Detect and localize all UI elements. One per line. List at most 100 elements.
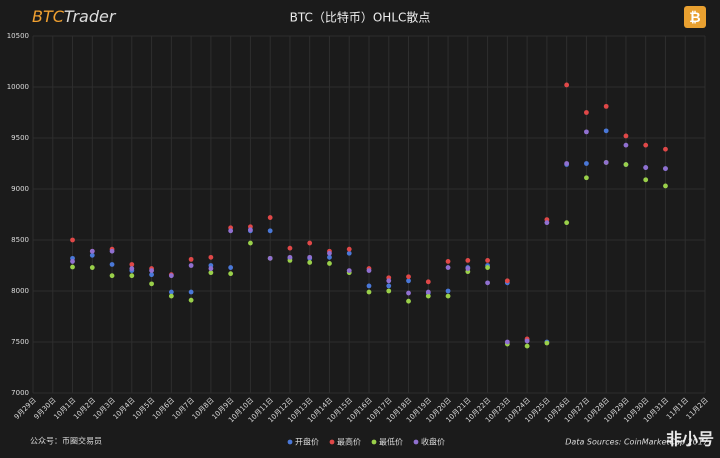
point (168, 293, 174, 299)
point (584, 110, 589, 115)
point (188, 289, 194, 295)
point (287, 245, 293, 251)
point (366, 289, 372, 295)
point (564, 82, 570, 88)
point (70, 264, 75, 270)
point (267, 215, 273, 220)
point (584, 161, 589, 166)
point (603, 103, 609, 109)
point (346, 268, 352, 273)
point (149, 281, 154, 287)
point (425, 293, 431, 299)
point (208, 254, 214, 260)
point (485, 258, 490, 263)
point (425, 279, 431, 285)
bitcoin-icon (684, 6, 706, 28)
point (485, 280, 490, 286)
point (366, 268, 372, 273)
y-tick-label: 8000 (11, 287, 29, 295)
point (623, 133, 629, 139)
point (248, 227, 253, 233)
point (584, 175, 589, 181)
point (109, 248, 115, 254)
point (168, 273, 174, 279)
point (386, 278, 392, 284)
point (327, 261, 332, 266)
footer-left: 公众号：币圈交易员 (30, 436, 102, 446)
point (267, 255, 273, 261)
point (643, 165, 649, 170)
point (564, 220, 570, 226)
point (663, 146, 668, 152)
point (188, 256, 194, 262)
point (485, 265, 490, 270)
point (425, 289, 431, 295)
point (70, 237, 75, 243)
point (504, 339, 510, 345)
point (287, 254, 293, 260)
point (327, 254, 332, 260)
point (445, 259, 451, 264)
point (327, 250, 332, 256)
brand: BTCTrader (32, 7, 117, 26)
point (623, 162, 629, 167)
point (228, 265, 234, 270)
point (307, 240, 313, 246)
legend-swatch (329, 439, 335, 445)
y-tick-label: 10000 (7, 83, 29, 91)
point (129, 266, 135, 271)
point (445, 265, 451, 270)
point (406, 274, 411, 280)
point (208, 270, 214, 276)
legend-swatch (287, 439, 293, 445)
point (643, 142, 649, 148)
y-tick-label: 7500 (11, 338, 29, 346)
point (346, 250, 352, 256)
brand-part2: Trader (64, 7, 117, 26)
point (248, 240, 253, 246)
point (584, 129, 589, 135)
y-tick-label: 8500 (11, 236, 29, 244)
point (208, 266, 214, 271)
point (445, 293, 451, 299)
point (465, 266, 471, 271)
y-tick-label: 9500 (11, 134, 29, 142)
point (149, 272, 154, 278)
point (465, 258, 471, 263)
point (109, 273, 115, 279)
point (307, 260, 313, 265)
y-tick-label: 9000 (11, 185, 29, 193)
legend-label: 收盘价 (421, 437, 445, 447)
legend-label: 最高价 (337, 437, 361, 447)
point (524, 343, 530, 349)
legend-label: 开盘价 (295, 437, 319, 447)
point (406, 290, 411, 296)
point (109, 262, 115, 267)
point (663, 183, 668, 189)
point (544, 220, 550, 226)
point (366, 283, 372, 289)
point (406, 278, 411, 284)
point (149, 268, 154, 273)
brand-part1: BTC (32, 7, 65, 26)
point (623, 142, 629, 148)
point (70, 259, 75, 264)
point (267, 228, 273, 234)
chart-title: BTC（比特币）OHLC散点 (290, 10, 431, 25)
point (564, 161, 570, 166)
point (386, 288, 392, 294)
point (663, 166, 668, 172)
point (168, 289, 174, 295)
watermark: 非小号 (666, 430, 714, 449)
point (89, 252, 95, 258)
point (406, 298, 411, 304)
point (89, 248, 95, 254)
point (643, 177, 649, 183)
point (346, 246, 352, 252)
point (524, 338, 530, 344)
point (228, 271, 234, 277)
point (504, 278, 510, 284)
point (228, 228, 234, 234)
